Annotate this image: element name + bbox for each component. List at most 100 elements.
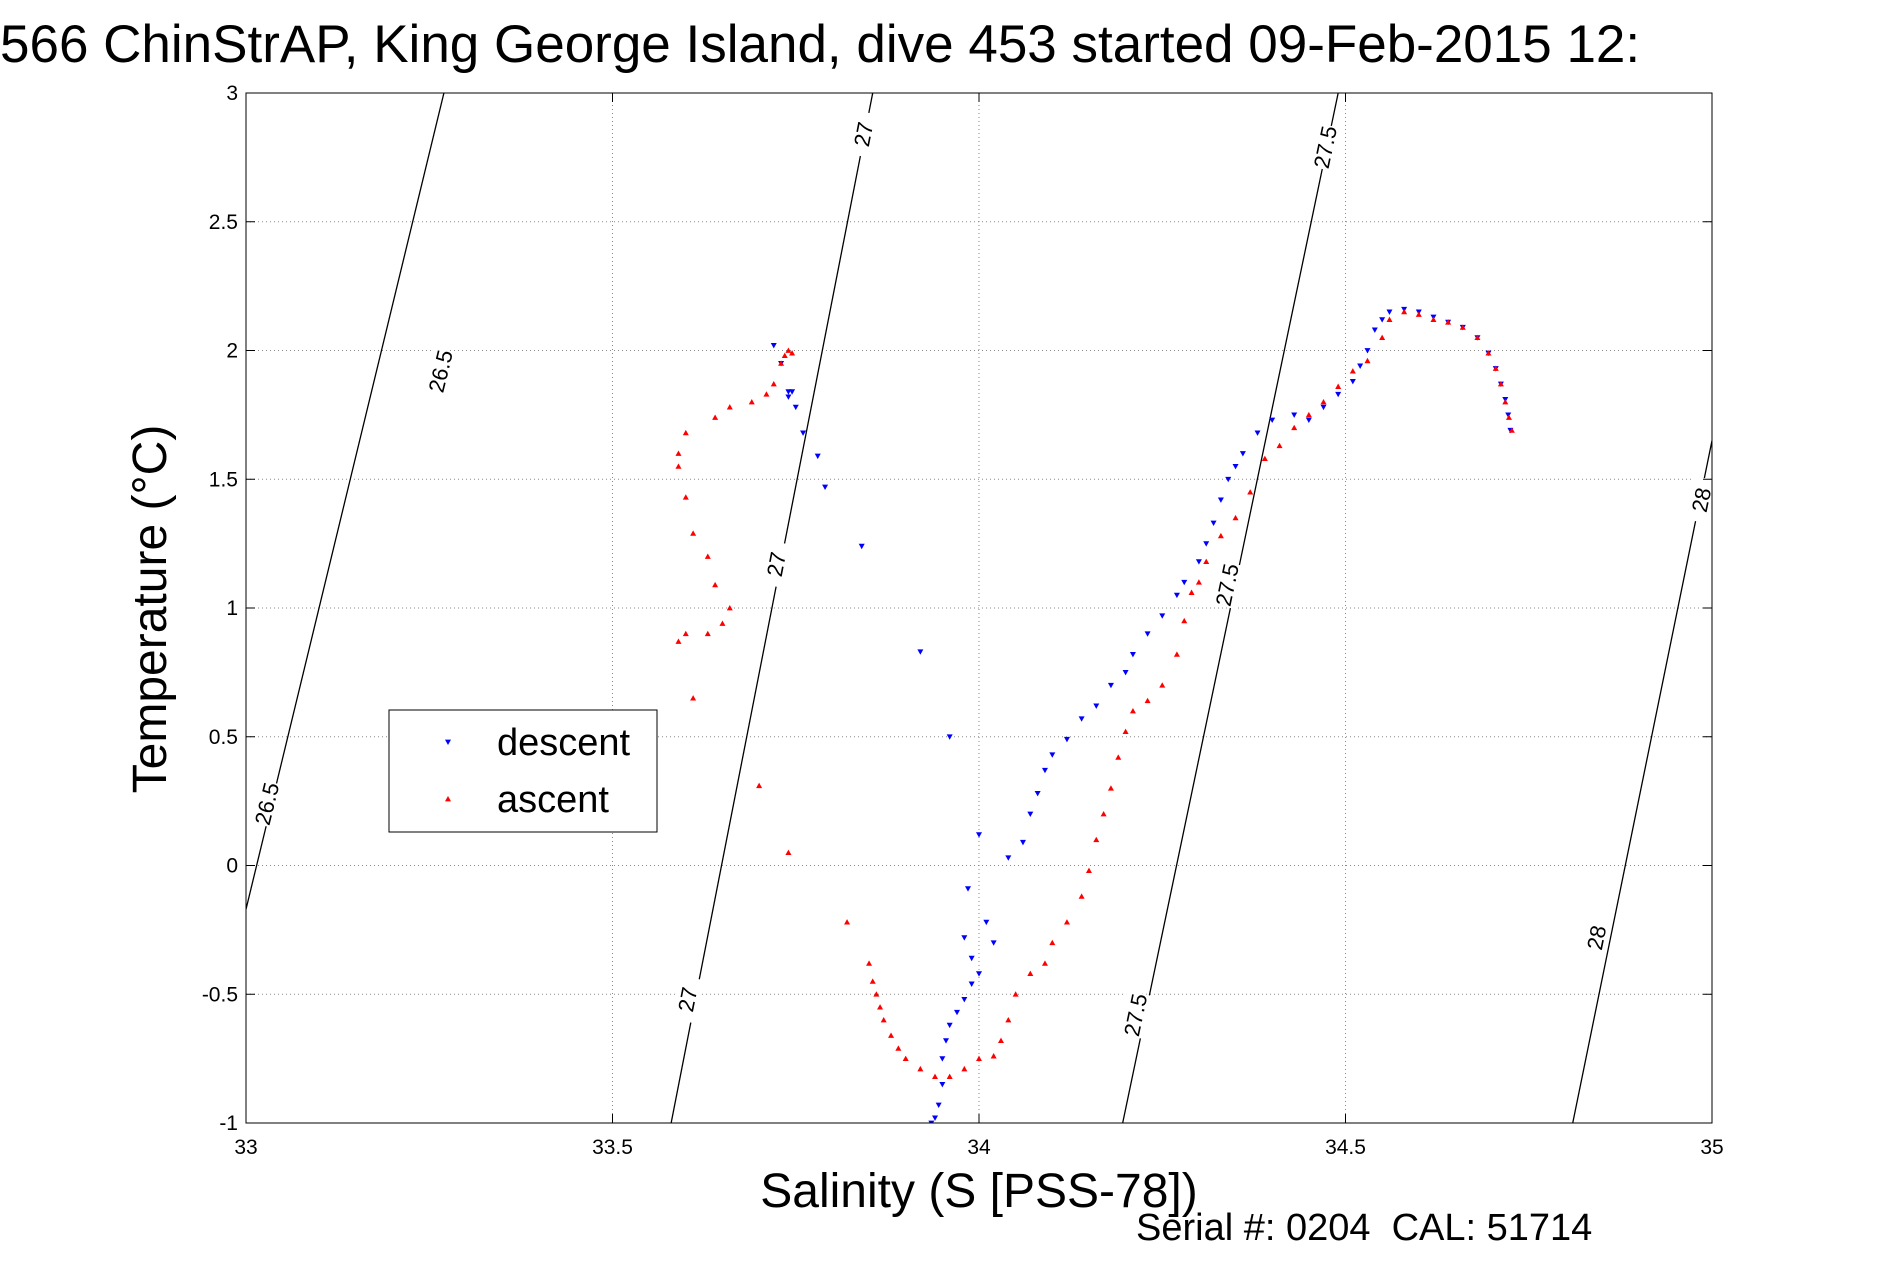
ascent-point xyxy=(1261,455,1268,462)
ascent-point xyxy=(1364,357,1371,364)
descent-point xyxy=(1269,417,1276,424)
ascent-point xyxy=(1508,427,1515,433)
ascent-point xyxy=(888,1032,895,1038)
descent-point xyxy=(1203,541,1210,547)
contour-label: 27 xyxy=(849,120,878,149)
ascent-point xyxy=(1107,785,1114,791)
ascent-point xyxy=(1093,836,1100,843)
ascent-point xyxy=(675,463,682,469)
descent-point xyxy=(1305,417,1312,424)
descent-point xyxy=(939,1056,946,1062)
ascent-point xyxy=(1181,617,1188,624)
ascent-point xyxy=(690,530,697,536)
ascent-point xyxy=(704,553,711,559)
descent-point xyxy=(1027,811,1034,817)
descent-point xyxy=(1291,412,1298,418)
ascent-point xyxy=(1335,383,1342,389)
descent-point xyxy=(932,1115,939,1121)
contour-label-background xyxy=(1117,990,1153,1040)
descent-point xyxy=(1505,412,1512,418)
descent-point xyxy=(1386,309,1393,315)
series-ascent xyxy=(675,308,1515,1080)
descent-point xyxy=(1379,317,1386,323)
descent-point xyxy=(943,1038,950,1044)
legend: descent ascent xyxy=(388,709,658,833)
descent-point xyxy=(1254,430,1261,436)
x-tick-label: 33 xyxy=(234,1136,257,1159)
ascent-point xyxy=(1217,532,1224,539)
ascent-point xyxy=(1027,970,1034,977)
ascent-point xyxy=(976,1055,982,1062)
x-axis-label: Salinity (S [PSS-78]) xyxy=(760,1165,1197,1218)
ascent-point xyxy=(675,638,682,644)
descent-point xyxy=(1217,497,1224,503)
contour-label-background xyxy=(1579,913,1614,962)
contour-line-28 xyxy=(1572,440,1712,1123)
descent-point xyxy=(1349,379,1356,385)
descent-point xyxy=(1129,651,1136,658)
ascent-point xyxy=(675,450,682,456)
ascent-point xyxy=(1247,489,1254,495)
contour-label: 27 xyxy=(673,985,702,1014)
grid xyxy=(246,93,1712,1123)
ascent-point xyxy=(869,978,876,984)
contour-label: 28 xyxy=(1582,923,1611,952)
ascent-point xyxy=(961,1065,968,1072)
ascent-point xyxy=(990,1053,997,1059)
ascent-point xyxy=(1492,365,1499,371)
ascent-point xyxy=(781,352,788,359)
descent-point xyxy=(785,394,792,400)
descent-point xyxy=(968,955,975,962)
ascent-point xyxy=(844,919,851,925)
descent-point xyxy=(1078,716,1085,722)
ascent-point xyxy=(756,782,763,789)
descent-point xyxy=(1063,736,1070,743)
y-tick-label: 2.5 xyxy=(209,211,238,234)
ascent-point xyxy=(946,1073,953,1080)
descent-point xyxy=(976,832,982,838)
contour-line-26-5 xyxy=(246,93,445,910)
contour-label-background xyxy=(248,779,285,829)
ascent-point xyxy=(895,1045,902,1051)
ascent-point xyxy=(1012,991,1019,997)
descent-point xyxy=(1093,703,1100,709)
descent-point xyxy=(946,1022,953,1029)
descent-point xyxy=(789,389,796,395)
ascent-point xyxy=(1502,399,1509,405)
legend-marker-descent xyxy=(445,739,451,745)
descent-point xyxy=(1144,631,1151,637)
ascent-point xyxy=(1430,316,1437,322)
ascent-point xyxy=(1203,558,1210,565)
descent-point xyxy=(1335,391,1342,398)
ascent-point xyxy=(1349,368,1356,374)
descent-point xyxy=(1364,348,1371,354)
ascent-point xyxy=(785,347,792,353)
ascent-point xyxy=(770,380,777,387)
legend-box xyxy=(388,709,658,833)
descent-point xyxy=(946,734,953,740)
descent-point xyxy=(968,981,975,987)
contour-label-group: 27.5 xyxy=(1307,122,1343,172)
descent-point xyxy=(1181,579,1188,586)
contour-label-background xyxy=(1307,122,1343,172)
ascent-point xyxy=(1305,411,1312,418)
descent-point xyxy=(1210,520,1217,527)
descent-point xyxy=(1320,404,1327,411)
ascent-point xyxy=(873,991,880,997)
contour-label-group: 27 xyxy=(758,540,793,589)
descent-point xyxy=(990,940,997,946)
ascent-point xyxy=(902,1055,909,1062)
descent-point xyxy=(983,919,990,926)
descent-point xyxy=(1357,363,1364,369)
x-tick-label: 33.5 xyxy=(592,1136,633,1159)
legend-marker-ascent xyxy=(445,796,451,802)
ascent-point xyxy=(1085,867,1092,874)
descent-point xyxy=(1173,592,1180,599)
ascent-point xyxy=(712,581,719,588)
ascent-point xyxy=(1474,334,1481,341)
ascent-point xyxy=(1144,697,1151,704)
ascent-point xyxy=(690,695,697,701)
ascent-point xyxy=(1049,939,1056,946)
ascent-point xyxy=(1041,960,1048,966)
